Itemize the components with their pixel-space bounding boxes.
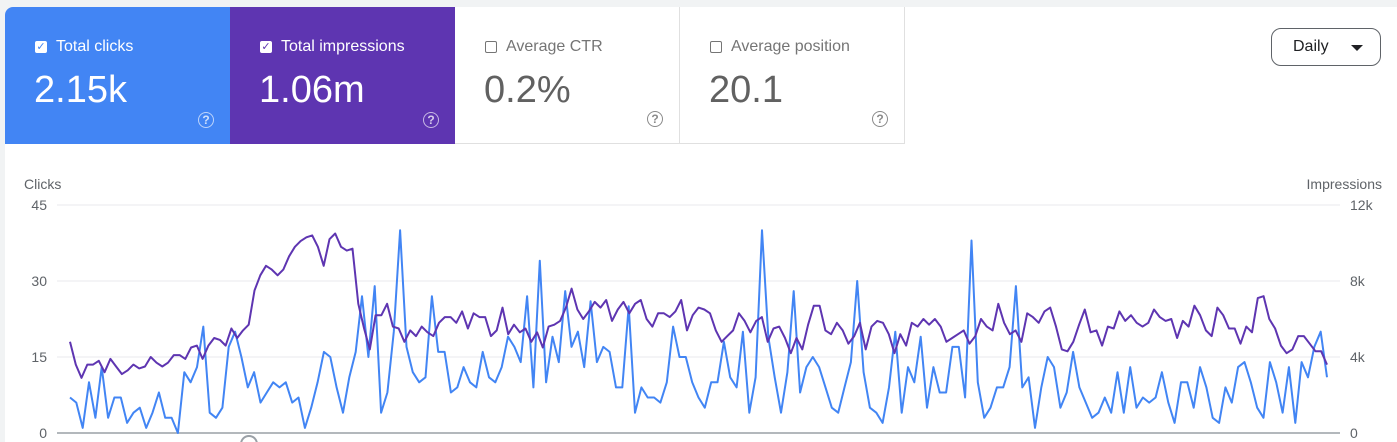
help-icon[interactable]: ? (423, 112, 439, 128)
date-marker-icon[interactable] (240, 435, 258, 442)
chart-series (69, 229, 1328, 434)
average-ctr-label: Average CTR (506, 38, 603, 55)
left-axis-ticks: 0 15 30 45 (31, 197, 47, 441)
metric-card-total-clicks[interactable]: ✓ Total clicks 2.15k ? (5, 7, 230, 144)
average-position-label: Average position (731, 38, 850, 55)
right-axis-ticks: 0 4k 8k 12k (1350, 197, 1374, 441)
left-axis-tick-label: 15 (31, 349, 47, 365)
total-clicks-label: Total clicks (56, 38, 134, 55)
left-axis-title: Clicks (24, 176, 61, 192)
performance-panel: ✓ Total clicks 2.15k ? ✓ Total impressio… (5, 7, 1397, 442)
average-position-value: 20.1 (709, 69, 783, 111)
left-axis-tick-label: 30 (31, 273, 47, 289)
metric-card-average-ctr[interactable]: Average CTR 0.2% ? (455, 7, 680, 144)
total-clicks-value: 2.15k (34, 69, 127, 111)
metric-card-header: ✓ Total impressions (260, 38, 405, 56)
metric-card-header: Average position (710, 38, 850, 56)
left-axis-tick-label: 0 (39, 425, 47, 441)
granularity-selected-value: Daily (1293, 38, 1329, 55)
granularity-dropdown[interactable]: Daily (1271, 28, 1381, 66)
metric-card-header: Average CTR (485, 38, 603, 56)
right-axis-tick-label: 0 (1350, 425, 1358, 441)
total-clicks-checkbox[interactable]: ✓ (35, 41, 47, 53)
help-icon[interactable]: ? (872, 111, 888, 127)
average-position-checkbox[interactable] (710, 41, 722, 53)
total-impressions-label: Total impressions (281, 38, 405, 55)
clicks-series-line (69, 229, 1328, 434)
total-impressions-checkbox[interactable]: ✓ (260, 41, 272, 53)
metric-card-header: ✓ Total clicks (35, 38, 133, 56)
average-ctr-checkbox[interactable] (485, 41, 497, 53)
average-ctr-value: 0.2% (484, 69, 571, 111)
metric-card-total-impressions[interactable]: ✓ Total impressions 1.06m ? (230, 7, 455, 144)
right-axis-title: Impressions (1307, 176, 1382, 192)
impressions-series-line (69, 232, 1328, 379)
left-axis-tick-label: 45 (31, 197, 47, 213)
metric-card-average-position[interactable]: Average position 20.1 ? (680, 7, 905, 144)
right-axis-tick-label: 12k (1350, 197, 1374, 213)
right-axis-tick-label: 4k (1350, 349, 1366, 365)
help-icon[interactable]: ? (647, 111, 663, 127)
caret-down-icon (1351, 45, 1363, 51)
total-impressions-value: 1.06m (259, 69, 365, 111)
help-icon[interactable]: ? (198, 112, 214, 128)
right-axis-tick-label: 8k (1350, 273, 1366, 289)
chart-gridlines (57, 204, 1340, 434)
